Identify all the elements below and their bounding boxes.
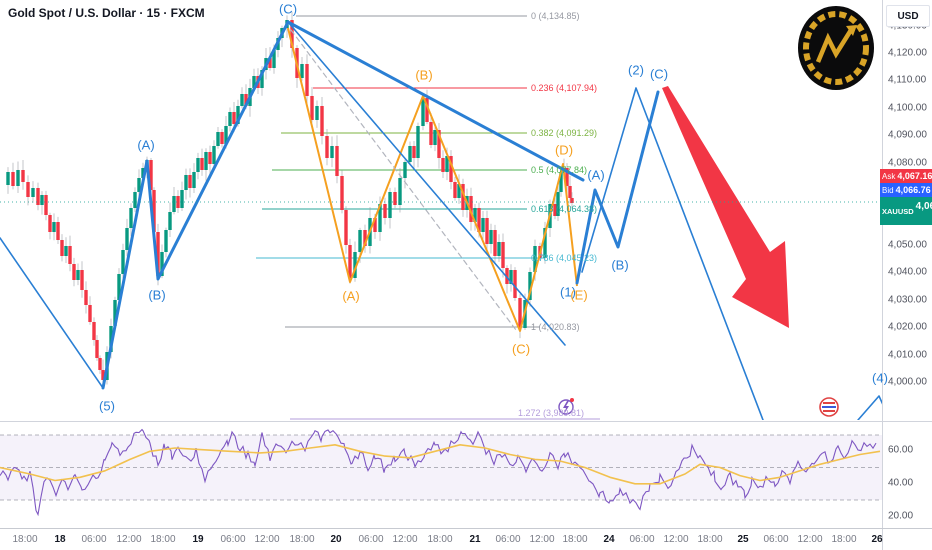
price-axis-separator [882,0,883,550]
time-axis-label: 06:00 [629,534,655,545]
rsi-axis-label: 20.00 [888,510,914,522]
time-axis-label: 06:00 [763,534,789,545]
wave-label[interactable]: (5) [99,398,115,414]
symbol-title[interactable]: Gold Spot / U.S. Dollar · 15 · FXCM [8,6,205,20]
time-axis-label: 12:00 [797,534,823,545]
fib-level-label: 0 (4,134.85) [531,11,580,21]
wave-label[interactable]: (C) [649,66,669,82]
price-axis-label: 4,020.00 [888,321,927,333]
time-axis-label: 19 [192,534,204,545]
price-axis-label: 4,080.00 [888,157,927,169]
price-axis-label: 4,120.00 [888,47,927,59]
last-price-value: 4,066.55 [915,200,932,212]
time-axis-label: 18:00 [697,534,723,545]
time-axis-label: 12:00 [116,534,142,545]
wave-label[interactable]: (A) [342,288,360,304]
rsi-axis-label: 60.00 [888,444,914,456]
wave-label[interactable]: (C) [278,1,298,17]
price-axis-label: 4,090.00 [888,129,927,141]
pane-separator[interactable] [0,421,932,422]
time-axis-label: 18:00 [831,534,857,545]
time-axis-label: 06:00 [495,534,521,545]
time-axis-label: 06:00 [358,534,384,545]
time-axis-label: 18 [54,534,66,545]
time-axis-separator [0,528,932,529]
time-axis-label: 12:00 [529,534,555,545]
wave-label[interactable]: (B) [611,257,629,273]
time-axis-label: 25 [737,534,749,545]
ask-tag: Ask [882,171,896,181]
price-axis-label: 4,050.00 [888,239,927,251]
time-axis-label: 18:00 [562,534,588,545]
fib-level-label: 1 (4,020.83) [531,322,580,332]
time-axis-label: 21 [469,534,481,545]
wave-label[interactable]: (D) [554,142,574,158]
currency-button[interactable]: USD [886,5,930,27]
fib-level-label: 0.618 (4,064.38) [531,204,598,214]
price-axis-label: 4,010.00 [888,349,927,361]
price-axis-label: 4,030.00 [888,294,927,306]
symbol-tag: XAUUSD [882,206,914,216]
time-axis-label: 18:00 [12,534,38,545]
price-axis-label: 4,000.00 [888,376,927,388]
time-axis-label: 18:00 [289,534,315,545]
logo-arrowhead-icon [846,25,857,36]
time-axis-label: 20 [330,534,342,545]
wave-label[interactable]: (E) [570,287,588,303]
time-axis-label: 26 [871,534,883,545]
brand-logo [798,6,874,90]
time-axis-label: 12:00 [392,534,418,545]
rsi-axis-label: 40.00 [888,477,914,489]
fib-level-label: 0.236 (4,107.94) [531,83,598,93]
price-axis-label: 4,100.00 [888,102,927,114]
logo-oval [798,6,874,90]
wave-label[interactable]: (4) [872,370,888,386]
price-axis-label: 4,110.00 [888,74,927,86]
wave-label[interactable]: (A) [587,167,605,183]
bid-price-label[interactable]: Bid 4,066.76 [880,183,932,197]
time-axis-label: 06:00 [220,534,246,545]
wave-label[interactable]: (A) [137,137,155,153]
last-price-label[interactable]: XAUUSD 4,066.55 08:52 [880,197,932,225]
wave-label[interactable]: (C) [511,341,531,357]
time-axis-label: 12:00 [663,534,689,545]
wave-label[interactable]: (B) [415,67,433,83]
logo-zigzag-icon [815,28,853,63]
wave-label[interactable]: (1) [560,284,576,300]
wave-label[interactable]: (B) [148,287,166,303]
time-axis-label: 18:00 [427,534,453,545]
fib-level-label: 1.272 (3,989.81) [518,408,585,418]
fib-level-label: 0.5 (4,077.84) [531,165,588,175]
time-axis-label: 06:00 [81,534,107,545]
time-axis-label: 24 [603,534,615,545]
bid-value: 4,066.76 [895,185,931,195]
ask-value: 4,067.16 [897,171,932,181]
wave-label[interactable]: (2) [628,62,644,78]
bid-tag: Bid [882,185,894,195]
ask-price-label[interactable]: Ask 4,067.16 [880,169,932,183]
time-axis-label: 12:00 [254,534,280,545]
fib-level-label: 0.786 (4,045.23) [531,253,598,263]
fib-level-label: 0.382 (4,091.29) [531,128,598,138]
time-axis-label: 18:00 [150,534,176,545]
price-axis-label: 4,040.00 [888,266,927,278]
logo-meander-ring-icon [803,11,869,85]
